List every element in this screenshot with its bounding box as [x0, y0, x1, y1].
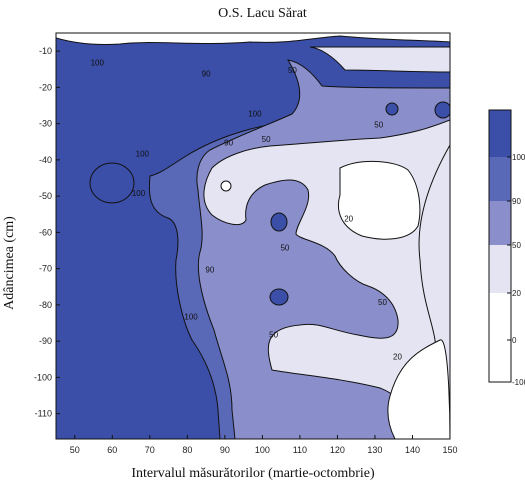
colorbar-label: 100 [512, 153, 525, 162]
contour-region-under-20-mid [338, 160, 421, 240]
contour-spot-100-a [89, 162, 135, 204]
y-tick-label: -60 [39, 227, 52, 237]
x-tick-label: 70 [145, 445, 155, 455]
contour-label: 50 [374, 120, 383, 129]
x-tick-label: 150 [442, 445, 457, 455]
x-tick-label: 140 [405, 445, 420, 455]
x-axis-label: Intervalul măsurătorilor (martie-octombr… [131, 466, 375, 481]
contour-label: 90 [224, 138, 233, 147]
contour-region-under-20-top [56, 33, 450, 46]
x-tick-label: 100 [255, 445, 270, 455]
contour-label: 20 [344, 215, 353, 224]
colorbar-label: 20 [512, 289, 521, 298]
colorbar-label: 50 [512, 241, 521, 250]
x-tick-label: 130 [367, 445, 382, 455]
contour-label: 100 [184, 312, 198, 321]
y-tick-label: -20 [39, 82, 52, 92]
colorbar-swatch [489, 157, 511, 201]
x-tick-label: 110 [293, 445, 307, 455]
contour-spot-100-e [434, 101, 450, 119]
colorbar-swatch [489, 340, 511, 382]
chart-title: O.S. Lacu Sărat [218, 6, 307, 21]
y-tick-label: -100 [34, 372, 52, 382]
contour-label: 90 [205, 265, 214, 274]
y-tick-label: -80 [39, 300, 52, 310]
colorbar-swatch [489, 293, 511, 340]
contour-label: 100 [132, 189, 146, 198]
colorbar-label: 0 [512, 336, 517, 345]
contour-spot-white [220, 180, 232, 192]
colorbar-label: 90 [512, 197, 521, 206]
contour-spot-100-c [269, 288, 289, 306]
y-tick-label: -110 [35, 409, 52, 419]
colorbar-label: -100 [512, 378, 525, 387]
plot-frame [55, 32, 451, 440]
contour-spot-100-b [270, 212, 288, 232]
y-tick-label: -10 [39, 46, 52, 56]
x-tick-label: 60 [107, 445, 117, 455]
x-axis-ticks: 50 60 70 80 90 100 110 120 130 140 150 [70, 435, 458, 455]
colorbar: 100 90 50 20 0 -100 [488, 109, 525, 387]
x-tick-label: 90 [220, 445, 230, 455]
contour-label: 50 [288, 66, 297, 75]
x-tick-label: 80 [182, 445, 192, 455]
y-tick-label: -40 [39, 155, 52, 165]
y-tick-label: -70 [39, 264, 52, 274]
contour-label: 20 [393, 352, 402, 361]
contour-label: 50 [269, 331, 278, 340]
colorbar-swatch [489, 245, 511, 293]
contour-label: 90 [202, 70, 211, 79]
contour-label: 100 [248, 109, 262, 118]
colorbar-frame [488, 109, 512, 383]
y-tick-label: -30 [39, 119, 52, 129]
contour-label: 100 [136, 149, 150, 158]
contour-label: 50 [280, 244, 289, 253]
contour-plot-area [56, 33, 450, 439]
colorbar-swatch [489, 110, 511, 157]
contour-labels: 100 90 50 100 50 90 50 100 100 20 50 90 50 100 50 20 [91, 59, 403, 362]
contour-region-under-20-low [387, 339, 450, 439]
contour-label: 50 [378, 298, 387, 307]
y-tick-label: -50 [39, 191, 52, 201]
x-tick-label: 50 [70, 445, 80, 455]
contour-label: 100 [91, 59, 105, 68]
contour-region-20-50 [309, 33, 450, 73]
contour-label: 50 [262, 135, 271, 144]
x-tick-label: 120 [330, 445, 345, 455]
y-axis-ticks: -10 -20 -30 -40 -50 -60 -70 -80 -90 -100 -110 [34, 46, 60, 419]
y-tick-label: -90 [39, 336, 52, 346]
contour-spot-100-d [385, 102, 399, 116]
colorbar-swatch [489, 201, 511, 245]
